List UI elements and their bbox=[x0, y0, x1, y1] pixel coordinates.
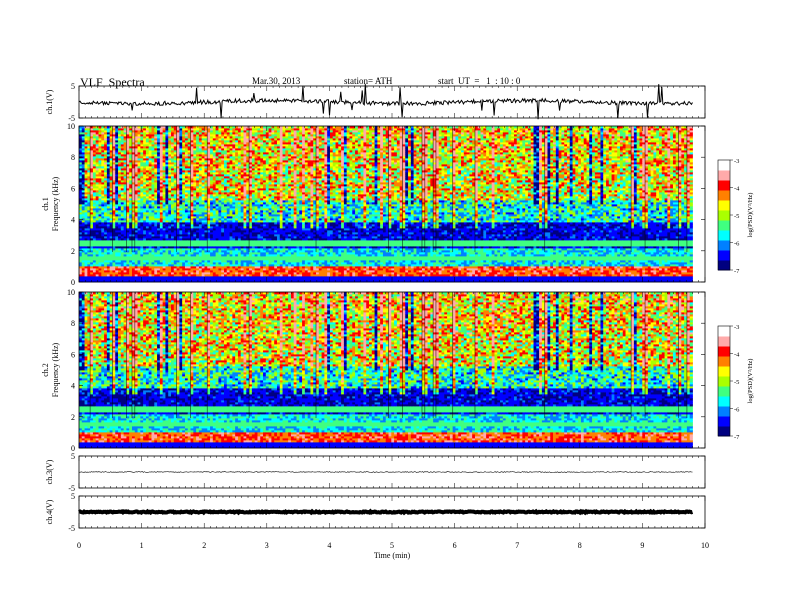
vlf-spectra-figure: 5-5ch.1(V)0246810ch.1 Frequency (kHz)0246… bbox=[0, 0, 792, 612]
y-tick-label: 5 bbox=[71, 82, 75, 91]
y-axis-label: ch.1(V) bbox=[45, 89, 54, 114]
signal-trace bbox=[79, 84, 692, 119]
panel-1: 5-5ch.1(V) bbox=[45, 82, 705, 123]
